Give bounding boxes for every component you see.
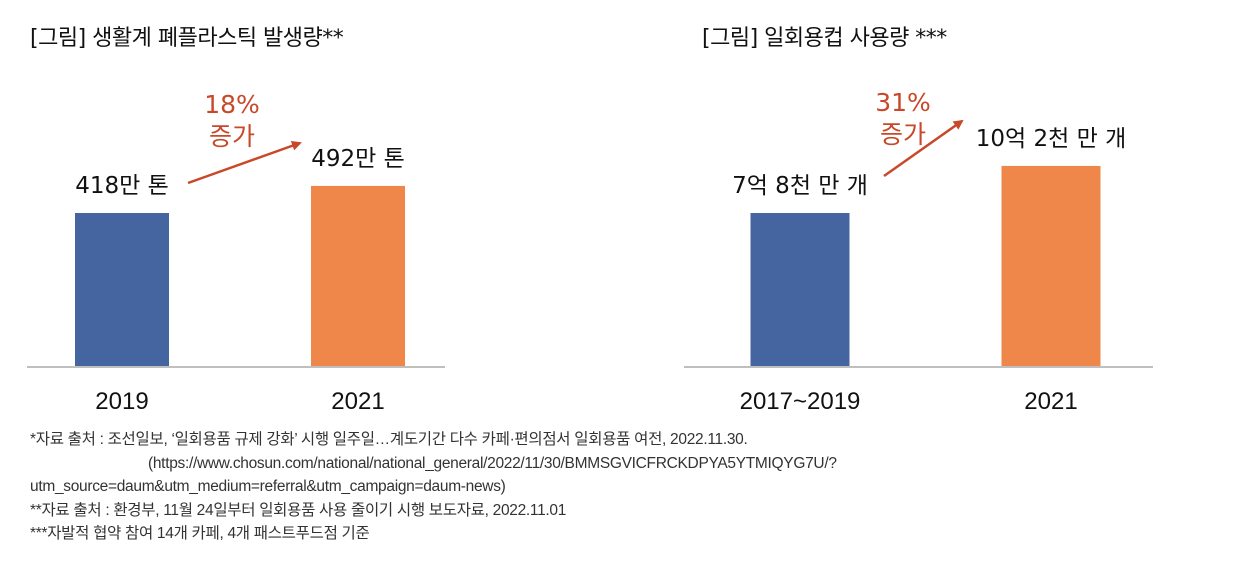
footnote-url-line1: (https://www.chosun.com/national/nationa… [148,454,837,472]
footnotes: *자료 출처 : 조선일보, ‘일회용품 규제 강화’ 시행 일주일…계도기간 … [30,428,1230,546]
footnote-source-chosun: *자료 출처 : 조선일보, ‘일회용품 규제 강화’ 시행 일주일…계도기간 … [30,431,748,448]
bar-charts: 418만 톤 2019 492만 톤 2021 18% 증가 7억 8천 만 개 2017~… [27,88,1153,415]
x-tick-label: 2017~2019 [740,388,861,415]
data-label: 418만 톤 [75,173,169,199]
increase-percent-label: 31% [875,88,931,117]
increase-arrow-icon [187,140,302,185]
chart-title-cups: [그림] 일회용컵 사용량 *** [702,26,947,51]
footnote-basis: ***자발적 협약 참여 14개 카페, 4개 패스트푸드점 기준 [30,525,370,542]
increase-percent-label: 18% [204,90,260,119]
bar-2019 [75,213,169,366]
bar-2017~2019 [750,213,850,366]
x-tick-label: 2019 [95,388,148,415]
x-tick-label: 2021 [331,388,384,415]
data-label: 7억 8천 만 개 [732,173,868,199]
cup-chart: 7억 8천 만 개 2017~2019 10억 2천 만 개 2021 31% 증가 [684,88,1153,415]
increase-word-label: 증가 [209,122,255,151]
footnote-source-ministry: **자료 출처 : 환경부, 11월 24일부터 일회용품 사용 줄이기 시행 … [30,501,567,519]
increase-arrow-icon [883,119,964,178]
x-tick-label: 2021 [1024,388,1077,415]
data-label: 492만 톤 [311,146,405,172]
data-label: 10억 2천 만 개 [976,126,1126,152]
plastic-chart: 418만 톤 2019 492만 톤 2021 18% 증가 [27,90,445,415]
footnote-url-line2: utm_source=daum&utm_medium=referral&utm_… [30,478,506,495]
increase-word-label: 증가 [880,120,926,149]
bar-2021 [1001,165,1101,366]
bar-2021 [311,185,405,366]
chart-title-plastic: [그림] 생활계 폐플라스틱 발생량** [30,26,344,51]
